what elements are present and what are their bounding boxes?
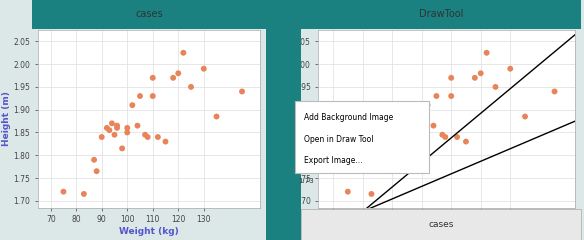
X-axis label: Weight (kg): Weight (kg) — [417, 227, 477, 236]
Point — [506, 67, 515, 71]
Point — [453, 135, 462, 139]
Point — [135, 94, 145, 98]
Point — [520, 115, 530, 119]
Point — [148, 94, 158, 98]
Point — [112, 124, 121, 127]
Point — [402, 133, 412, 137]
Point — [110, 133, 119, 137]
Point — [123, 126, 132, 130]
Point — [550, 90, 559, 93]
Point — [97, 135, 106, 139]
Point — [381, 169, 391, 173]
Point — [59, 190, 68, 194]
Point — [112, 126, 121, 130]
Point — [405, 126, 415, 130]
Point — [237, 90, 246, 93]
Text: Open in Draw Tool: Open in Draw Tool — [304, 135, 373, 144]
Point — [161, 140, 170, 144]
Text: cases: cases — [428, 220, 454, 229]
Point — [123, 131, 132, 134]
Point — [482, 51, 491, 55]
Point — [440, 135, 450, 139]
Point — [397, 128, 406, 132]
Point — [367, 192, 376, 196]
Point — [394, 126, 403, 130]
Point — [212, 115, 221, 119]
Point — [133, 124, 142, 127]
Point — [411, 146, 420, 150]
Point — [92, 169, 101, 173]
Point — [429, 124, 438, 127]
Point — [423, 103, 432, 107]
Point — [102, 126, 112, 130]
Point — [378, 158, 388, 162]
Point — [107, 121, 117, 125]
Point — [476, 71, 485, 75]
Point — [143, 135, 152, 139]
Point — [405, 124, 415, 127]
Text: cases: cases — [135, 9, 163, 19]
Point — [432, 94, 441, 98]
Point — [140, 133, 150, 137]
Point — [105, 128, 114, 132]
Point — [89, 158, 99, 162]
Point — [186, 85, 196, 89]
Text: Add Background Image: Add Background Image — [304, 113, 393, 122]
Text: 1.73: 1.73 — [298, 178, 314, 184]
Point — [148, 76, 158, 80]
Point — [179, 51, 188, 55]
Point — [387, 135, 397, 139]
Point — [447, 76, 456, 80]
Point — [153, 135, 162, 139]
Point — [128, 103, 137, 107]
Point — [447, 94, 456, 98]
Text: DrawTool: DrawTool — [419, 9, 463, 19]
Y-axis label: Height (m): Height (m) — [282, 91, 291, 146]
Point — [79, 192, 89, 196]
Point — [173, 71, 183, 75]
Point — [399, 121, 409, 125]
Y-axis label: Height (m): Height (m) — [2, 91, 11, 146]
Point — [437, 133, 447, 137]
Point — [199, 67, 208, 71]
Text: Export Image...: Export Image... — [304, 156, 362, 165]
Point — [417, 126, 426, 130]
Point — [461, 140, 471, 144]
Point — [343, 190, 353, 194]
Point — [117, 146, 127, 150]
Point — [470, 76, 479, 80]
Point — [491, 85, 500, 89]
X-axis label: Weight (kg): Weight (kg) — [119, 227, 179, 236]
Point — [168, 76, 178, 80]
Point — [417, 131, 426, 134]
